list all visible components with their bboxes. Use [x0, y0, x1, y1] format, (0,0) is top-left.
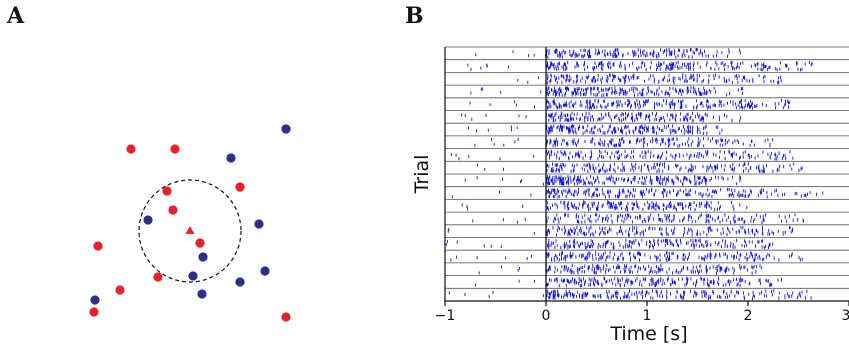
red-dot — [115, 285, 125, 295]
trial-spike-train — [448, 289, 812, 300]
trial-spike-train — [517, 73, 782, 85]
trial-spike-train — [461, 111, 742, 123]
raster-axes: −1 0 1 2 3 — [435, 47, 849, 324]
trial-spike-train — [469, 98, 790, 110]
blue-dot — [188, 271, 198, 281]
panel-b: B −1 0 1 2 3 Time [s] Trial — [405, 3, 849, 345]
trial-spike-train — [461, 200, 748, 212]
x-tick-label: 1 — [643, 308, 652, 324]
blue-dot — [198, 252, 208, 262]
red-dot — [162, 186, 172, 196]
x-tick-label: 0 — [542, 308, 551, 324]
red-dot — [153, 272, 163, 282]
blue-dot — [235, 277, 245, 287]
x-tick-label: −1 — [435, 308, 456, 324]
center-triangle-marker — [185, 226, 195, 234]
blue-dot — [260, 266, 270, 276]
red-dot — [93, 241, 103, 251]
panel-a-label: A — [6, 3, 25, 29]
trial-spike-train — [450, 149, 794, 161]
panel-b-label: B — [405, 3, 424, 29]
trial-spike-train — [451, 187, 824, 199]
neighborhood-circle — [138, 179, 242, 283]
blue-dot — [254, 219, 264, 229]
trial-spike-train — [445, 238, 774, 250]
blue-dot — [90, 295, 100, 305]
blue-dot — [143, 215, 153, 225]
trial-spike-train — [467, 60, 813, 72]
red-dot — [170, 144, 180, 154]
red-dot — [281, 312, 291, 322]
trial-spike-train — [478, 263, 763, 275]
x-tick-label: 3 — [842, 308, 849, 324]
red-dot — [235, 182, 245, 192]
trial-spike-train — [475, 48, 741, 59]
trial-spike-train — [470, 86, 743, 97]
red-dot — [168, 205, 178, 215]
raster-plot — [445, 46, 849, 302]
trial-spike-train — [447, 225, 794, 237]
y-axis-label: Trial — [411, 155, 433, 195]
red-dot — [89, 307, 99, 317]
blue-dot — [197, 289, 207, 299]
trial-spike-train — [464, 175, 742, 186]
red-dot — [195, 238, 205, 248]
trial-spike-train — [477, 162, 803, 174]
panel-a: A — [6, 3, 291, 322]
red-dot — [126, 144, 136, 154]
trial-spike-train — [472, 213, 804, 224]
x-axis-label: Time [s] — [609, 323, 687, 345]
trial-spike-train — [468, 124, 723, 136]
trial-spike-train — [474, 276, 782, 288]
dots-group — [89, 124, 291, 322]
trial-spike-train — [450, 251, 803, 263]
blue-dot — [226, 153, 236, 163]
blue-dot — [281, 124, 291, 134]
x-tick-label: 2 — [744, 308, 753, 324]
trial-spike-train — [474, 137, 773, 148]
